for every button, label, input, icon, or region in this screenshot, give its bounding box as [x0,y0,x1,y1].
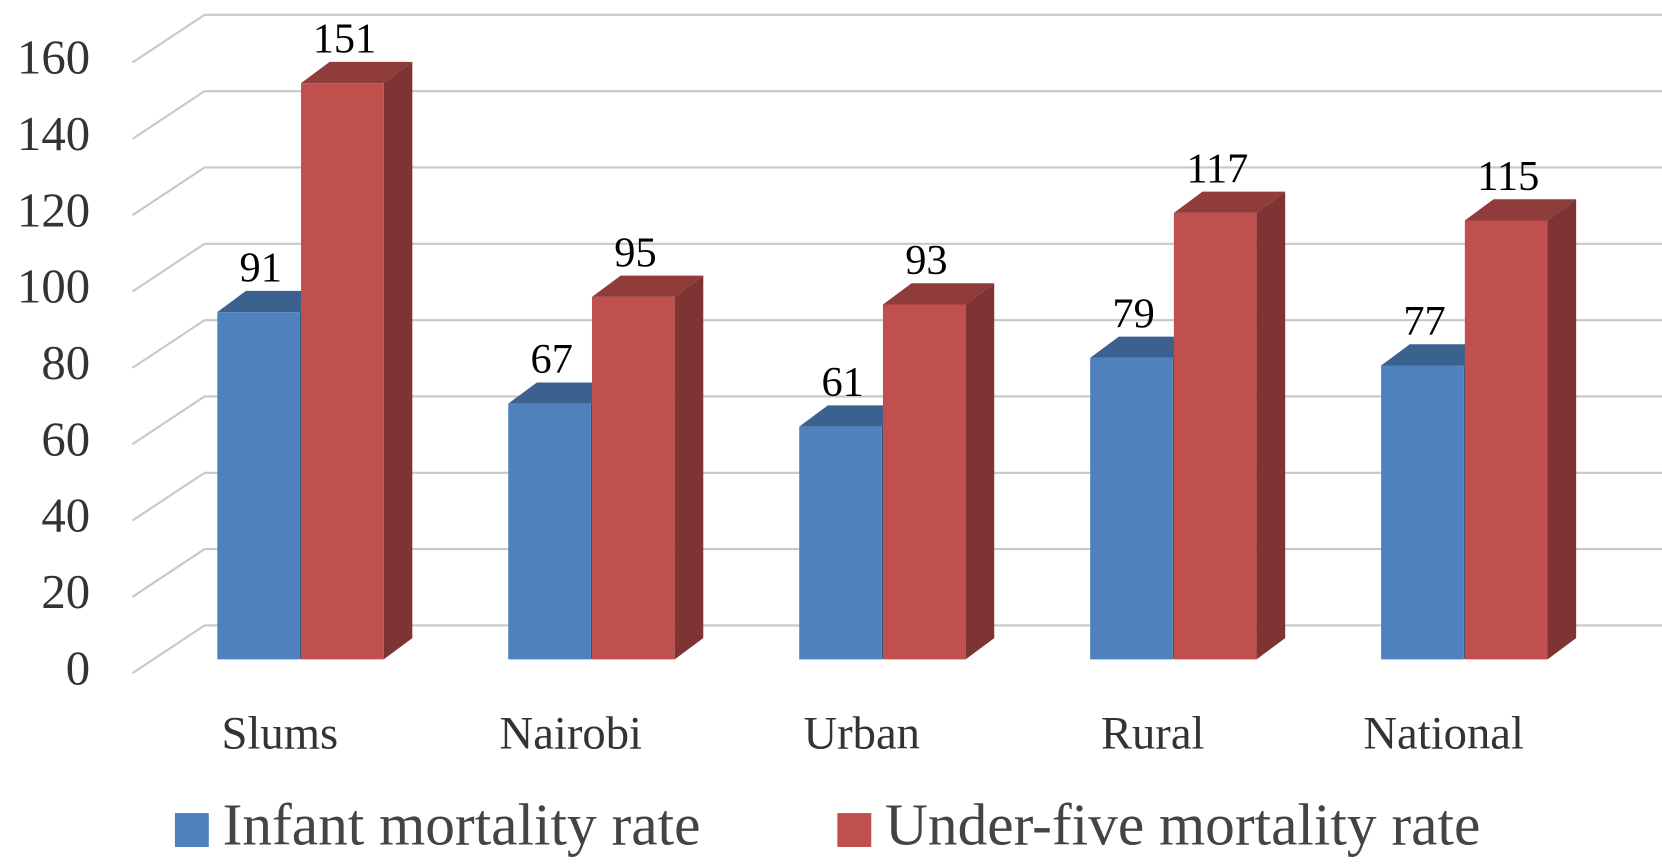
legend-swatch [837,813,872,847]
value-label: 77 [1403,298,1445,345]
bar-front [882,304,966,660]
value-label: 67 [531,336,573,383]
legend-label: Infant mortality rate [223,792,701,858]
value-label: 91 [240,245,282,292]
bar-top [799,405,911,427]
bar-side [674,275,704,660]
y-tick-label: 0 [66,641,90,695]
y-tick-label: 20 [41,565,90,619]
bar-top [1381,344,1493,366]
grid-line [131,13,1662,64]
bar [1464,199,1577,660]
value-label: 115 [1477,153,1539,200]
value-label: 95 [614,229,656,276]
y-tick-label: 80 [41,336,90,390]
bar-side [1256,191,1286,660]
bar-front [799,426,882,660]
bar-top [301,61,413,84]
y-tick-label: 100 [17,260,90,314]
bar-side [383,61,413,660]
bar-front [591,296,675,660]
bar-side [1547,199,1577,660]
bar-top [1173,191,1286,213]
legend-label: Under-five mortality rate [885,792,1480,858]
y-tick-label: 120 [17,183,90,237]
bar-top [1464,199,1577,221]
grid-line [131,90,1662,140]
bar-front [301,83,384,660]
grid-line [131,166,1662,217]
legend-swatch [174,813,209,847]
value-label: 79 [1112,290,1154,337]
bar-front [1381,365,1464,660]
x-tick-label: Nairobi [500,707,642,759]
x-tick-label: Rural [1101,707,1205,759]
value-label: 151 [313,16,377,63]
bar [1173,191,1286,660]
bar-top [508,382,620,404]
bar-top [1090,336,1202,358]
bar-front [1464,220,1548,660]
bar-front [1090,357,1173,660]
y-tick-label: 160 [17,31,90,85]
value-label: 61 [821,359,863,406]
bar-front [1173,212,1257,660]
bar-top [217,290,329,313]
bar-side [965,283,995,660]
bar-top [591,275,704,297]
x-tick-label: Urban [803,707,920,759]
y-tick-label: 140 [17,107,90,161]
value-label: 117 [1186,145,1248,192]
bar [882,283,995,660]
bar-top [882,283,995,305]
x-tick-label: National [1363,707,1524,759]
value-label: 93 [905,237,947,284]
bar [591,275,704,660]
bar-front [217,312,300,660]
x-tick-label: Slums [222,707,339,759]
bar-front [508,403,591,660]
bar [301,61,413,660]
y-tick-label: 60 [41,412,90,466]
y-tick-label: 40 [41,489,90,543]
